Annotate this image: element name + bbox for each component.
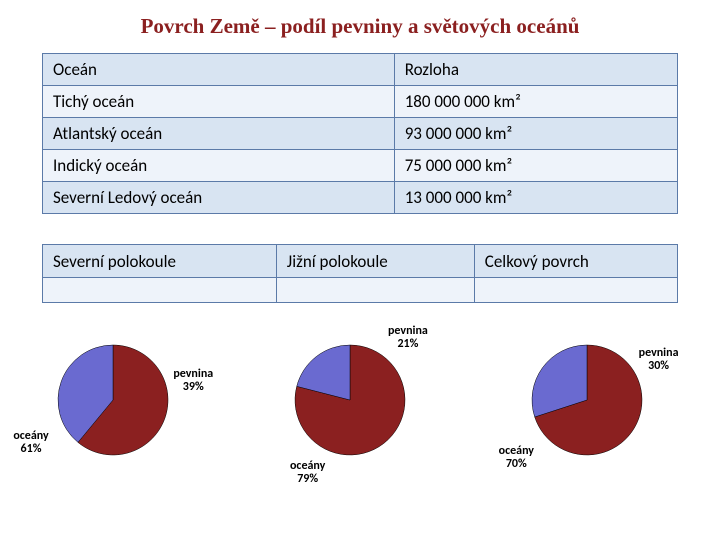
pie-slice-label: pevnina30% [639,347,679,373]
table-row: Indický oceán 75 000 000 km² [43,150,678,182]
pie-total: pevnina30% oceány70% [477,315,697,475]
page-title: Povrch Země – podíl pevniny a světových … [0,14,720,39]
charts-row: oceány61%pevnina39% pevnina21%oceány79% … [0,315,720,475]
hemi-south: Jižní polokoule [276,245,474,278]
ocean-area: 180 000 000 km² [394,86,677,118]
col-area: Rozloha [394,54,677,86]
table-row: Severní Ledový oceán 13 000 000 km² [43,182,678,214]
ocean-area: 13 000 000 km² [394,182,677,214]
hemi-total: Celkový povrch [474,245,677,278]
ocean-name: Indický oceán [43,150,395,182]
pie-slice-label: oceány79% [290,460,325,486]
pie-slice-label: oceány61% [13,430,48,456]
ocean-name: Severní Ledový oceán [43,182,395,214]
pie-chart [250,315,470,475]
ocean-area: 93 000 000 km² [394,118,677,150]
hemi-header-row: Severní polokoule Jižní polokoule Celkov… [43,245,678,278]
ocean-name: Atlantský oceán [43,118,395,150]
pie-slice-label: pevnina39% [173,368,213,394]
hemisphere-table: Severní polokoule Jižní polokoule Celkov… [42,244,678,303]
pie-south: pevnina21%oceány79% [250,315,470,475]
ocean-area: 75 000 000 km² [394,150,677,182]
table-row: Tichý oceán 180 000 000 km² [43,86,678,118]
col-ocean: Oceán [43,54,395,86]
pie-slice-label: oceány70% [499,445,534,471]
hemi-empty-row [43,278,678,303]
empty-cell [43,278,277,303]
hemi-north: Severní polokoule [43,245,277,278]
table-header-row: Oceán Rozloha [43,54,678,86]
ocean-table: Oceán Rozloha Tichý oceán 180 000 000 km… [42,53,678,214]
pie-north: oceány61%pevnina39% [23,315,243,475]
empty-cell [276,278,474,303]
pie-slice-label: pevnina21% [388,325,428,351]
table-row: Atlantský oceán 93 000 000 km² [43,118,678,150]
pie-chart [23,315,243,475]
empty-cell [474,278,677,303]
ocean-name: Tichý oceán [43,86,395,118]
